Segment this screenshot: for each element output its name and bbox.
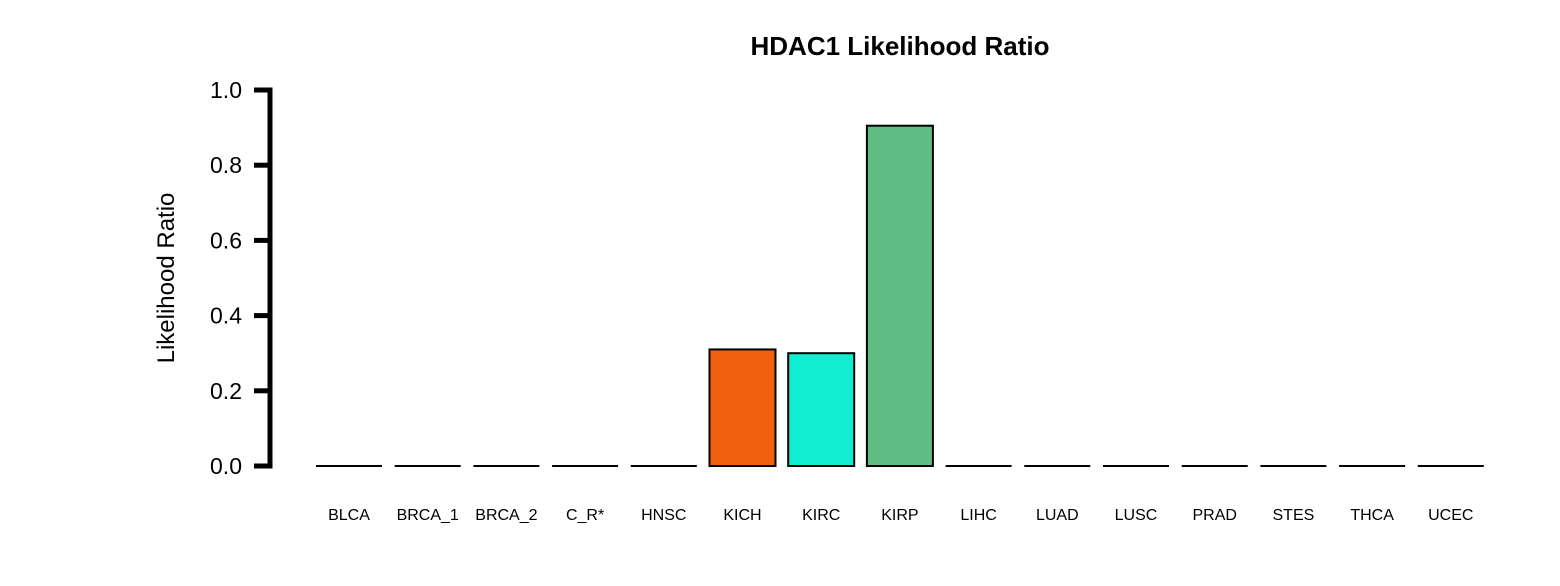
x-tick-label: BRCA_2 (475, 507, 537, 524)
x-tick-label: PRAD (1192, 507, 1236, 524)
x-tick-label: BRCA_1 (397, 507, 459, 524)
x-tick-label: LUAD (1036, 507, 1079, 524)
y-tick-label: 0.8 (210, 152, 242, 178)
x-tick-label: UCEC (1428, 507, 1473, 524)
y-tick-label: 0.0 (210, 453, 242, 479)
x-tick-label: KICH (723, 507, 761, 524)
x-tick-label: LUSC (1115, 507, 1158, 524)
chart-title: HDAC1 Likelihood Ratio (750, 31, 1049, 61)
x-tick-label: LIHC (960, 507, 996, 524)
bar-kirp (865, 124, 934, 467)
x-axis-tick-labels: BLCA BRCA_1 BRCA_2 C_R* HNSC KICH KIRC KIRP LIHC… (328, 507, 1473, 524)
bar-series (316, 124, 1484, 468)
y-tick-label: 0.2 (210, 378, 242, 404)
bar-kirc (787, 352, 856, 468)
y-tick-label: 0.6 (210, 227, 242, 253)
y-tick-label: 0.4 (210, 303, 242, 329)
y-axis: 0.0 0.2 0.4 0.6 0.8 1.0 (210, 77, 273, 479)
x-tick-label: HNSC (641, 507, 686, 524)
x-tick-label: BLCA (328, 507, 370, 524)
y-tick-label: 1.0 (210, 77, 242, 103)
x-tick-label: KIRP (881, 507, 918, 524)
bar-kich (708, 348, 777, 467)
y-axis-label: Likelihood Ratio (153, 193, 180, 364)
x-tick-label: KIRC (802, 507, 840, 524)
x-tick-label: STES (1273, 507, 1315, 524)
x-tick-label: C_R* (566, 507, 604, 524)
x-tick-label: THCA (1350, 507, 1394, 524)
